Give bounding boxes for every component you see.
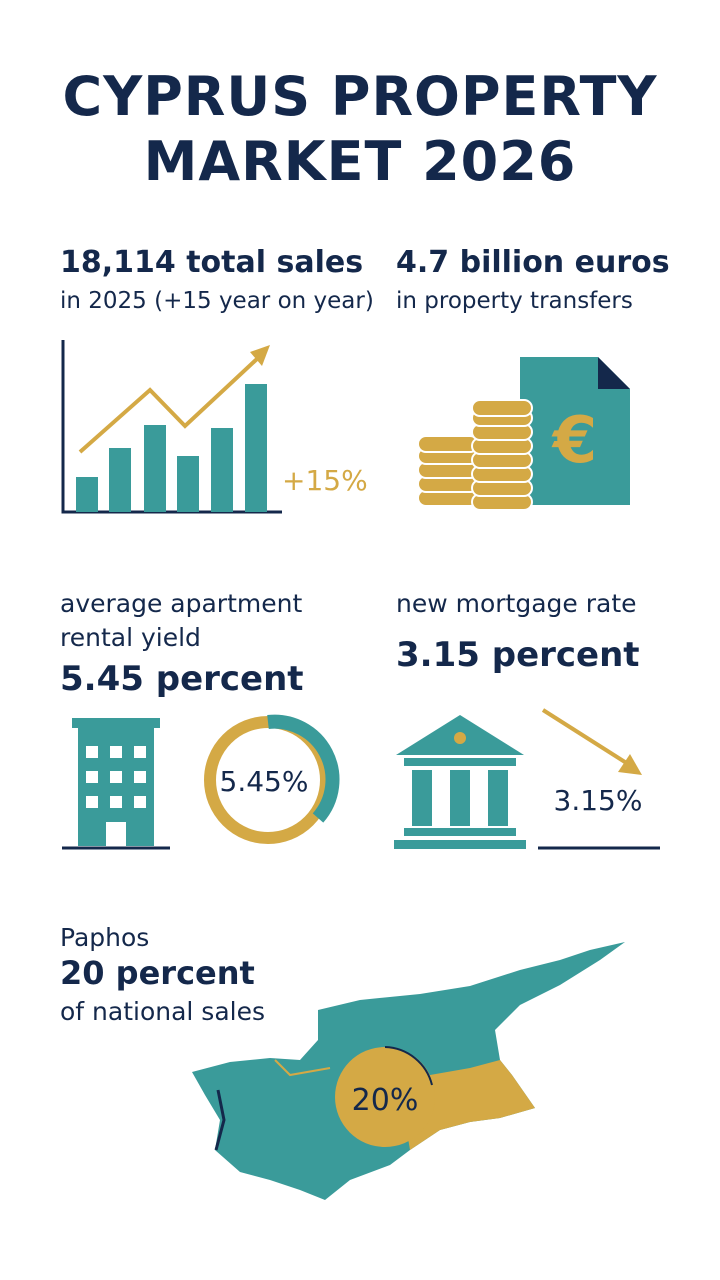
mortgage-icon-label: 3.15% — [554, 784, 643, 817]
icon-bar — [76, 477, 98, 512]
down-arrow — [541, 708, 642, 775]
icon-bar — [109, 448, 131, 512]
mortgage-headline: 3.15 percent — [396, 635, 640, 675]
transfers-subline: in property transfers — [396, 288, 633, 314]
icon-bar — [245, 384, 267, 512]
yield-headline: 5.45 percent — [60, 659, 304, 699]
transfers-headline: 4.7 billion euros — [396, 245, 670, 280]
yield-label: average apartment — [60, 589, 302, 618]
trend-arrow — [250, 345, 270, 366]
donut-label: 5.45% — [220, 765, 309, 798]
yield-label: rental yield — [60, 623, 201, 652]
sales-chart-icon — [61, 340, 282, 514]
trend-line — [78, 356, 260, 454]
mortgage-label: new mortgage rate — [396, 589, 637, 618]
icon-bar — [177, 456, 199, 512]
yield-donut — [204, 714, 340, 844]
paphos-headline: 20 percent — [60, 954, 255, 992]
paphos-subline: of national sales — [60, 997, 265, 1026]
title-line: CYPRUS PROPERTY — [62, 65, 657, 128]
icon-bar — [144, 425, 166, 512]
euro-symbol: € — [551, 404, 598, 478]
sales-headline: 18,114 total sales — [60, 245, 363, 280]
icon-bar — [211, 428, 233, 512]
document-fold — [598, 357, 630, 389]
sales-chart-label: +15% — [282, 464, 368, 497]
axis — [61, 340, 282, 514]
building-icon — [62, 718, 170, 850]
sales-subline: in 2025 (+15 year on year) — [60, 288, 374, 314]
map-label: 20% — [352, 1083, 419, 1118]
bank-icon — [394, 715, 526, 849]
title-line: MARKET 2026 — [144, 130, 577, 193]
paphos-label: Paphos — [60, 923, 149, 952]
money-icon — [417, 357, 630, 511]
cyprus-map — [192, 942, 625, 1200]
document — [520, 357, 630, 505]
coin-stack — [417, 399, 533, 511]
